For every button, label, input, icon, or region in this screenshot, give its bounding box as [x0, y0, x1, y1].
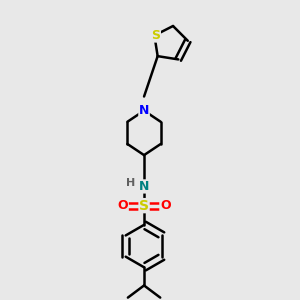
Text: N: N	[139, 180, 149, 193]
Text: H: H	[126, 178, 136, 188]
Text: O: O	[160, 199, 170, 212]
Text: S: S	[139, 199, 149, 213]
Text: O: O	[118, 199, 128, 212]
Text: N: N	[139, 104, 149, 117]
Text: S: S	[152, 29, 160, 42]
